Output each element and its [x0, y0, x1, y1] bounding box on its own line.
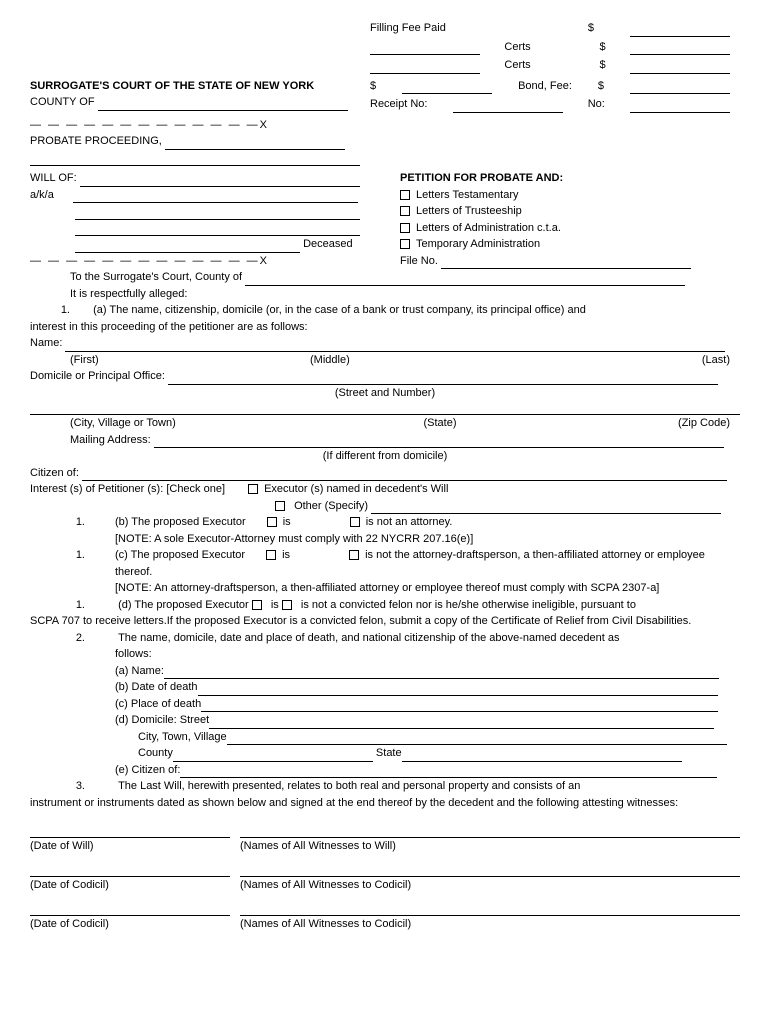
p3-text: The Last Will, herewith presented, relat… [88, 780, 580, 792]
file-no-field[interactable] [441, 257, 691, 269]
p2-name-field[interactable] [164, 667, 719, 679]
receipt-no-field[interactable] [453, 96, 563, 113]
name-field[interactable] [65, 340, 725, 352]
checkbox-is-felon[interactable] [252, 600, 262, 610]
will-of-field[interactable] [80, 175, 360, 187]
probate-line-2[interactable] [30, 154, 360, 166]
to-court-county-field[interactable] [245, 274, 685, 286]
certs-amount-1[interactable] [630, 39, 730, 56]
certs-blank-2[interactable] [370, 57, 480, 74]
petition-heading: PETITION FOR PROBATE AND: [400, 170, 730, 187]
p1d-cont: SCPA 707 to receive letters.If the propo… [30, 613, 740, 630]
county-field[interactable] [98, 99, 348, 111]
checkbox-not-draftsperson[interactable] [349, 550, 359, 560]
aka-field-2[interactable] [75, 208, 360, 220]
checkbox-not-attorney[interactable] [350, 517, 360, 527]
county-of-label: COUNTY OF [30, 96, 95, 108]
court-title: SURROGATE'S COURT OF THE STATE OF NEW YO… [30, 78, 370, 95]
fee-section: Filling Fee Paid $ Certs $ Certs $ [30, 20, 740, 76]
citizen-of-field[interactable] [82, 469, 727, 481]
name-label: Name: [30, 337, 62, 349]
fee-amount-field[interactable] [630, 20, 730, 37]
p2-street-field[interactable] [209, 717, 714, 729]
deceased-label: Deceased [303, 238, 353, 250]
p2-text: The name, domicile, date and place of de… [88, 632, 619, 644]
date-will-field[interactable] [30, 826, 230, 838]
checkbox-testamentary[interactable] [400, 190, 410, 200]
certs-amount-2[interactable] [630, 57, 730, 74]
checkbox-administration[interactable] [400, 223, 410, 233]
will-of-label: WILL OF: [30, 172, 77, 184]
no-field[interactable] [630, 96, 730, 113]
p2-city-field[interactable] [227, 733, 727, 745]
probate-proceeding-field[interactable] [165, 138, 345, 150]
p2-follows: follows: [30, 646, 740, 663]
p2-state-field[interactable] [402, 750, 682, 762]
date-codicil-1-field[interactable] [30, 865, 230, 877]
p3-cont: instrument or instruments dated as shown… [30, 795, 740, 812]
mailing-label: Mailing Address: [70, 434, 151, 446]
p2-pod-field[interactable] [201, 700, 718, 712]
domicile-label: Domicile or Principal Office: [30, 370, 165, 382]
checkbox-executor-named[interactable] [248, 484, 258, 494]
aka-field-1[interactable] [73, 191, 358, 203]
note2: [NOTE: An attorney-draftsperson, a then-… [30, 580, 740, 597]
checkbox-is-attorney[interactable] [267, 517, 277, 527]
p2-dod-field[interactable] [198, 684, 718, 696]
file-no-label: File No. [400, 255, 438, 267]
aka-field-4[interactable] [75, 241, 300, 253]
bond-fee-field[interactable] [630, 78, 730, 95]
aka-label: a/k/a [30, 187, 70, 204]
interest-label: Interest (s) of Petitioner (s): [Check o… [30, 483, 225, 495]
checkbox-other[interactable] [275, 501, 285, 511]
p1d-text: (d) The proposed Executor is is not a co… [88, 599, 636, 611]
witnesses-will-field[interactable] [240, 826, 740, 838]
address-line-2[interactable] [30, 401, 740, 415]
p2-citizen-field[interactable] [180, 766, 717, 778]
p1a-text: (a) The name, citizenship, domicile (or,… [73, 304, 586, 316]
filling-fee-label: Filling Fee Paid [370, 20, 446, 37]
date-codicil-2-field[interactable] [30, 904, 230, 916]
certs-blank-1[interactable] [370, 39, 480, 56]
domicile-field[interactable] [168, 373, 718, 385]
checkbox-temporary[interactable] [400, 239, 410, 249]
note1: [NOTE: A sole Executor-Attorney must com… [30, 531, 740, 548]
probate-proceeding-label: PROBATE PROCEEDING, [30, 135, 162, 147]
witnesses-codicil-2-field[interactable] [240, 904, 740, 916]
p1a-text-2: interest in this proceeding of the petit… [30, 319, 740, 336]
dash-line-1: — — — — — — — — — — — — —X [30, 117, 269, 134]
bond-blank[interactable] [402, 78, 492, 95]
checkbox-trusteeship[interactable] [400, 206, 410, 216]
other-specify-field[interactable] [371, 502, 721, 514]
checkbox-not-felon[interactable] [282, 600, 292, 610]
citizen-of-label: Citizen of: [30, 467, 79, 479]
witnesses-codicil-1-field[interactable] [240, 865, 740, 877]
dash-line-2: — — — — — — — — — — — — —X [30, 253, 269, 270]
p2-county-field[interactable] [173, 750, 373, 762]
aka-field-3[interactable] [75, 224, 360, 236]
mailing-field[interactable] [154, 436, 724, 448]
checkbox-is-draftsperson[interactable] [266, 550, 276, 560]
to-court-label: To the Surrogate's Court, County of [70, 271, 242, 283]
alleged-label: It is respectfully alleged: [30, 286, 740, 303]
